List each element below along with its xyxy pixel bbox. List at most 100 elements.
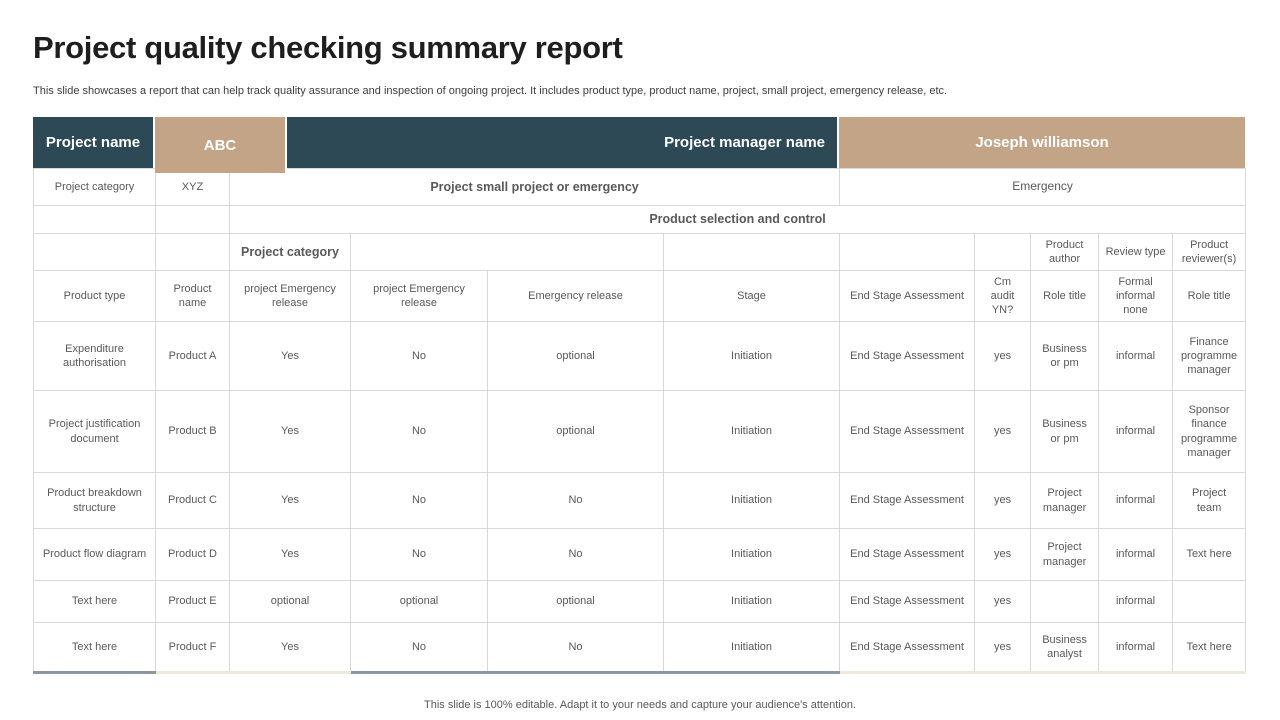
table-cell: Initiation: [662, 321, 841, 391]
product-author-label: Product author: [1030, 233, 1100, 271]
summary-report-table: Project category XYZ Project small proje…: [33, 168, 1247, 674]
empty-cell: [33, 205, 156, 234]
table-cell: End Stage Assessment: [839, 622, 976, 674]
column-header: Product name: [155, 270, 230, 322]
table-cell: Text here: [33, 622, 156, 674]
table-cell: Initiation: [662, 390, 841, 473]
subsection-header-row: Project category Product author Review t…: [33, 233, 1247, 271]
table-cell: optional: [229, 580, 351, 623]
table-cell: Text here: [33, 580, 156, 623]
project-manager-value: Joseph williamson: [839, 117, 1245, 168]
subsection-header: Project category: [229, 233, 351, 271]
table-cell: optional: [487, 580, 664, 623]
project-name-value: ABC: [155, 117, 287, 173]
table-cell: yes: [974, 528, 1032, 581]
table-cell: Initiation: [662, 622, 841, 674]
column-header: Role title: [1030, 270, 1100, 322]
project-manager-label: Project manager name: [287, 117, 839, 168]
table-cell: Initiation: [662, 472, 841, 529]
table-cell: Finance programme manager: [1172, 321, 1247, 391]
table-row: Expenditure authorisation Product A Yes No o…: [33, 321, 1247, 391]
column-header: Emergency release: [487, 270, 664, 322]
table-cell: Product B: [155, 390, 230, 473]
empty-cell: [33, 233, 156, 271]
table-cell: No: [350, 321, 488, 391]
table-cell: Yes: [229, 390, 351, 473]
column-header: Role title: [1172, 270, 1247, 322]
table-cell: Product flow diagram: [33, 528, 156, 581]
table-cell: Product D: [155, 528, 230, 581]
table-cell: Business analyst: [1030, 622, 1100, 674]
table-cell: No: [350, 528, 488, 581]
small-project-label: Project small project or emergency: [228, 168, 841, 206]
info-row-category: Project category XYZ Project small proje…: [33, 168, 1247, 206]
table-cell: yes: [974, 580, 1032, 623]
table-cell: No: [487, 622, 664, 674]
table-cell: Yes: [229, 472, 351, 529]
product-reviewer-label: Product reviewer(s): [1172, 233, 1247, 271]
table-cell: End Stage Assessment: [839, 528, 976, 581]
table-cell: End Stage Assessment: [839, 321, 976, 391]
footer-note: This slide is 100% editable. Adapt it to…: [424, 699, 856, 711]
table-cell: End Stage Assessment: [839, 472, 976, 529]
page-title: Project quality checking summary report: [33, 30, 623, 65]
table-cell: Product E: [155, 580, 230, 623]
table-cell: yes: [974, 321, 1032, 391]
table-cell: informal: [1098, 321, 1174, 391]
section-header-row: Product selection and control: [33, 205, 1247, 234]
column-header: Cm audit YN?: [974, 270, 1032, 322]
column-header: Product type: [33, 270, 156, 322]
slide-subtitle: This slide showcases a report that can h…: [33, 85, 948, 97]
table-cell: yes: [974, 390, 1032, 473]
table-cell: Product breakdown structure: [33, 472, 156, 529]
table-cell: yes: [974, 472, 1032, 529]
table-cell: Expenditure authorisation: [33, 321, 156, 391]
project-category-label: Project category: [33, 168, 156, 206]
table-cell: No: [487, 472, 664, 529]
table-cell: optional: [350, 580, 488, 623]
table-row: Product breakdown structure Product C Yes N…: [33, 472, 1247, 529]
section-header: Product selection and control: [228, 205, 1247, 234]
table-cell: End Stage Assessment: [839, 390, 976, 473]
table-cell: Project manager: [1030, 528, 1100, 581]
table-cell: Text here: [1172, 528, 1247, 581]
table-cell: informal: [1098, 622, 1174, 674]
column-header: project Emergency release: [350, 270, 488, 322]
table-cell: End Stage Assessment: [839, 580, 976, 623]
project-name-label: Project name: [33, 117, 155, 168]
table-cell: Initiation: [662, 580, 841, 623]
table-cell: Product F: [155, 622, 230, 674]
table-cell: Initiation: [662, 528, 841, 581]
table-cell: Yes: [229, 528, 351, 581]
table-row: Product flow diagram Product D Yes No No Init…: [33, 528, 1247, 581]
review-type-label: Review type: [1098, 233, 1174, 271]
table-cell: optional: [487, 390, 664, 473]
empty-cell: [974, 233, 1032, 271]
table-cell: Project team: [1172, 472, 1247, 529]
empty-cell: [155, 205, 230, 234]
column-header-row: Product type Product name project Emergenc…: [33, 270, 1247, 322]
table-cell: Business or pm: [1030, 321, 1100, 391]
empty-cell: [350, 233, 664, 271]
table-cell: Product C: [155, 472, 230, 529]
column-header: project Emergency release: [229, 270, 351, 322]
column-header: Formal informal none: [1098, 270, 1174, 322]
column-header: End Stage Assessment: [839, 270, 976, 322]
table-row: Text here Product F Yes No No Initiation End S…: [33, 622, 1247, 674]
empty-cell: [155, 233, 230, 271]
table-cell: [1172, 580, 1247, 623]
empty-cell: [662, 233, 841, 271]
table-cell: informal: [1098, 390, 1174, 473]
empty-cell: [839, 233, 976, 271]
small-project-value: Emergency: [839, 168, 1247, 206]
table-cell: Project manager: [1030, 472, 1100, 529]
table-cell: No: [350, 622, 488, 674]
table-cell: [1030, 580, 1100, 623]
table-cell: Business or pm: [1030, 390, 1100, 473]
table-cell: Product A: [155, 321, 230, 391]
table-cell: optional: [487, 321, 664, 391]
table-cell: Sponsor finance programme manager: [1172, 390, 1247, 473]
